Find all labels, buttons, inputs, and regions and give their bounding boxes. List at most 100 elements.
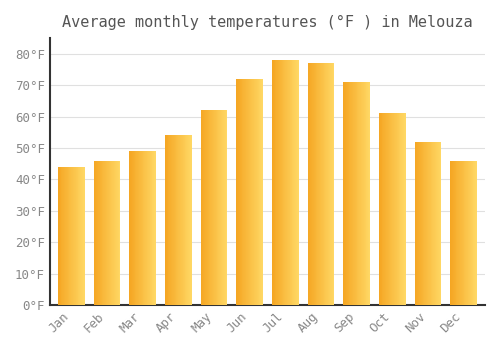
- Bar: [200, 110, 202, 305]
- Bar: [360, 82, 361, 305]
- Bar: [353, 82, 354, 305]
- Bar: [456, 161, 458, 305]
- Bar: [205, 110, 206, 305]
- Bar: [452, 161, 453, 305]
- Title: Average monthly temperatures (°F ) in Melouza: Average monthly temperatures (°F ) in Me…: [62, 15, 472, 30]
- Bar: [173, 135, 174, 305]
- Bar: [287, 60, 288, 305]
- Bar: [112, 161, 113, 305]
- Bar: [277, 60, 278, 305]
- Bar: [113, 161, 114, 305]
- Bar: [203, 110, 204, 305]
- Bar: [364, 82, 366, 305]
- Bar: [435, 142, 436, 305]
- Bar: [206, 110, 207, 305]
- Bar: [129, 151, 130, 305]
- Bar: [297, 60, 298, 305]
- Bar: [136, 151, 137, 305]
- Bar: [65, 167, 66, 305]
- Bar: [468, 161, 469, 305]
- Bar: [202, 110, 203, 305]
- Bar: [318, 63, 319, 305]
- Bar: [462, 161, 464, 305]
- Bar: [166, 135, 168, 305]
- Bar: [67, 167, 68, 305]
- Bar: [276, 60, 277, 305]
- Bar: [316, 63, 318, 305]
- Bar: [72, 167, 73, 305]
- Bar: [347, 82, 348, 305]
- Bar: [272, 60, 273, 305]
- Bar: [104, 161, 105, 305]
- Bar: [273, 60, 274, 305]
- Bar: [200, 110, 228, 305]
- Bar: [260, 79, 261, 305]
- Bar: [187, 135, 188, 305]
- Bar: [403, 113, 404, 305]
- Bar: [326, 63, 327, 305]
- Bar: [132, 151, 133, 305]
- Bar: [62, 167, 63, 305]
- Bar: [426, 142, 427, 305]
- Bar: [422, 142, 424, 305]
- Bar: [144, 151, 146, 305]
- Bar: [207, 110, 208, 305]
- Bar: [319, 63, 320, 305]
- Bar: [138, 151, 139, 305]
- Bar: [105, 161, 106, 305]
- Bar: [130, 151, 131, 305]
- Bar: [458, 161, 459, 305]
- Bar: [184, 135, 186, 305]
- Bar: [190, 135, 192, 305]
- Bar: [404, 113, 406, 305]
- Bar: [68, 167, 70, 305]
- Bar: [402, 113, 403, 305]
- Bar: [292, 60, 294, 305]
- Bar: [140, 151, 141, 305]
- Bar: [396, 113, 398, 305]
- Bar: [237, 79, 238, 305]
- Bar: [416, 142, 417, 305]
- Bar: [363, 82, 364, 305]
- Bar: [155, 151, 156, 305]
- Bar: [348, 82, 350, 305]
- Bar: [262, 79, 263, 305]
- Bar: [356, 82, 358, 305]
- Bar: [419, 142, 420, 305]
- Bar: [210, 110, 212, 305]
- Bar: [328, 63, 329, 305]
- Bar: [59, 167, 60, 305]
- Bar: [134, 151, 136, 305]
- Bar: [398, 113, 400, 305]
- Bar: [355, 82, 356, 305]
- Bar: [248, 79, 250, 305]
- Bar: [354, 82, 355, 305]
- Bar: [186, 135, 187, 305]
- Bar: [94, 161, 120, 305]
- Bar: [107, 161, 108, 305]
- Bar: [238, 79, 239, 305]
- Bar: [424, 142, 426, 305]
- Bar: [215, 110, 216, 305]
- Bar: [74, 167, 75, 305]
- Bar: [149, 151, 150, 305]
- Bar: [418, 142, 419, 305]
- Bar: [401, 113, 402, 305]
- Bar: [242, 79, 244, 305]
- Bar: [80, 167, 81, 305]
- Bar: [253, 79, 254, 305]
- Bar: [390, 113, 392, 305]
- Bar: [226, 110, 228, 305]
- Bar: [180, 135, 181, 305]
- Bar: [212, 110, 213, 305]
- Bar: [97, 161, 98, 305]
- Bar: [284, 60, 286, 305]
- Bar: [261, 79, 262, 305]
- Bar: [329, 63, 330, 305]
- Bar: [450, 161, 451, 305]
- Bar: [115, 161, 116, 305]
- Bar: [346, 82, 347, 305]
- Bar: [414, 142, 416, 305]
- Bar: [429, 142, 430, 305]
- Bar: [454, 161, 456, 305]
